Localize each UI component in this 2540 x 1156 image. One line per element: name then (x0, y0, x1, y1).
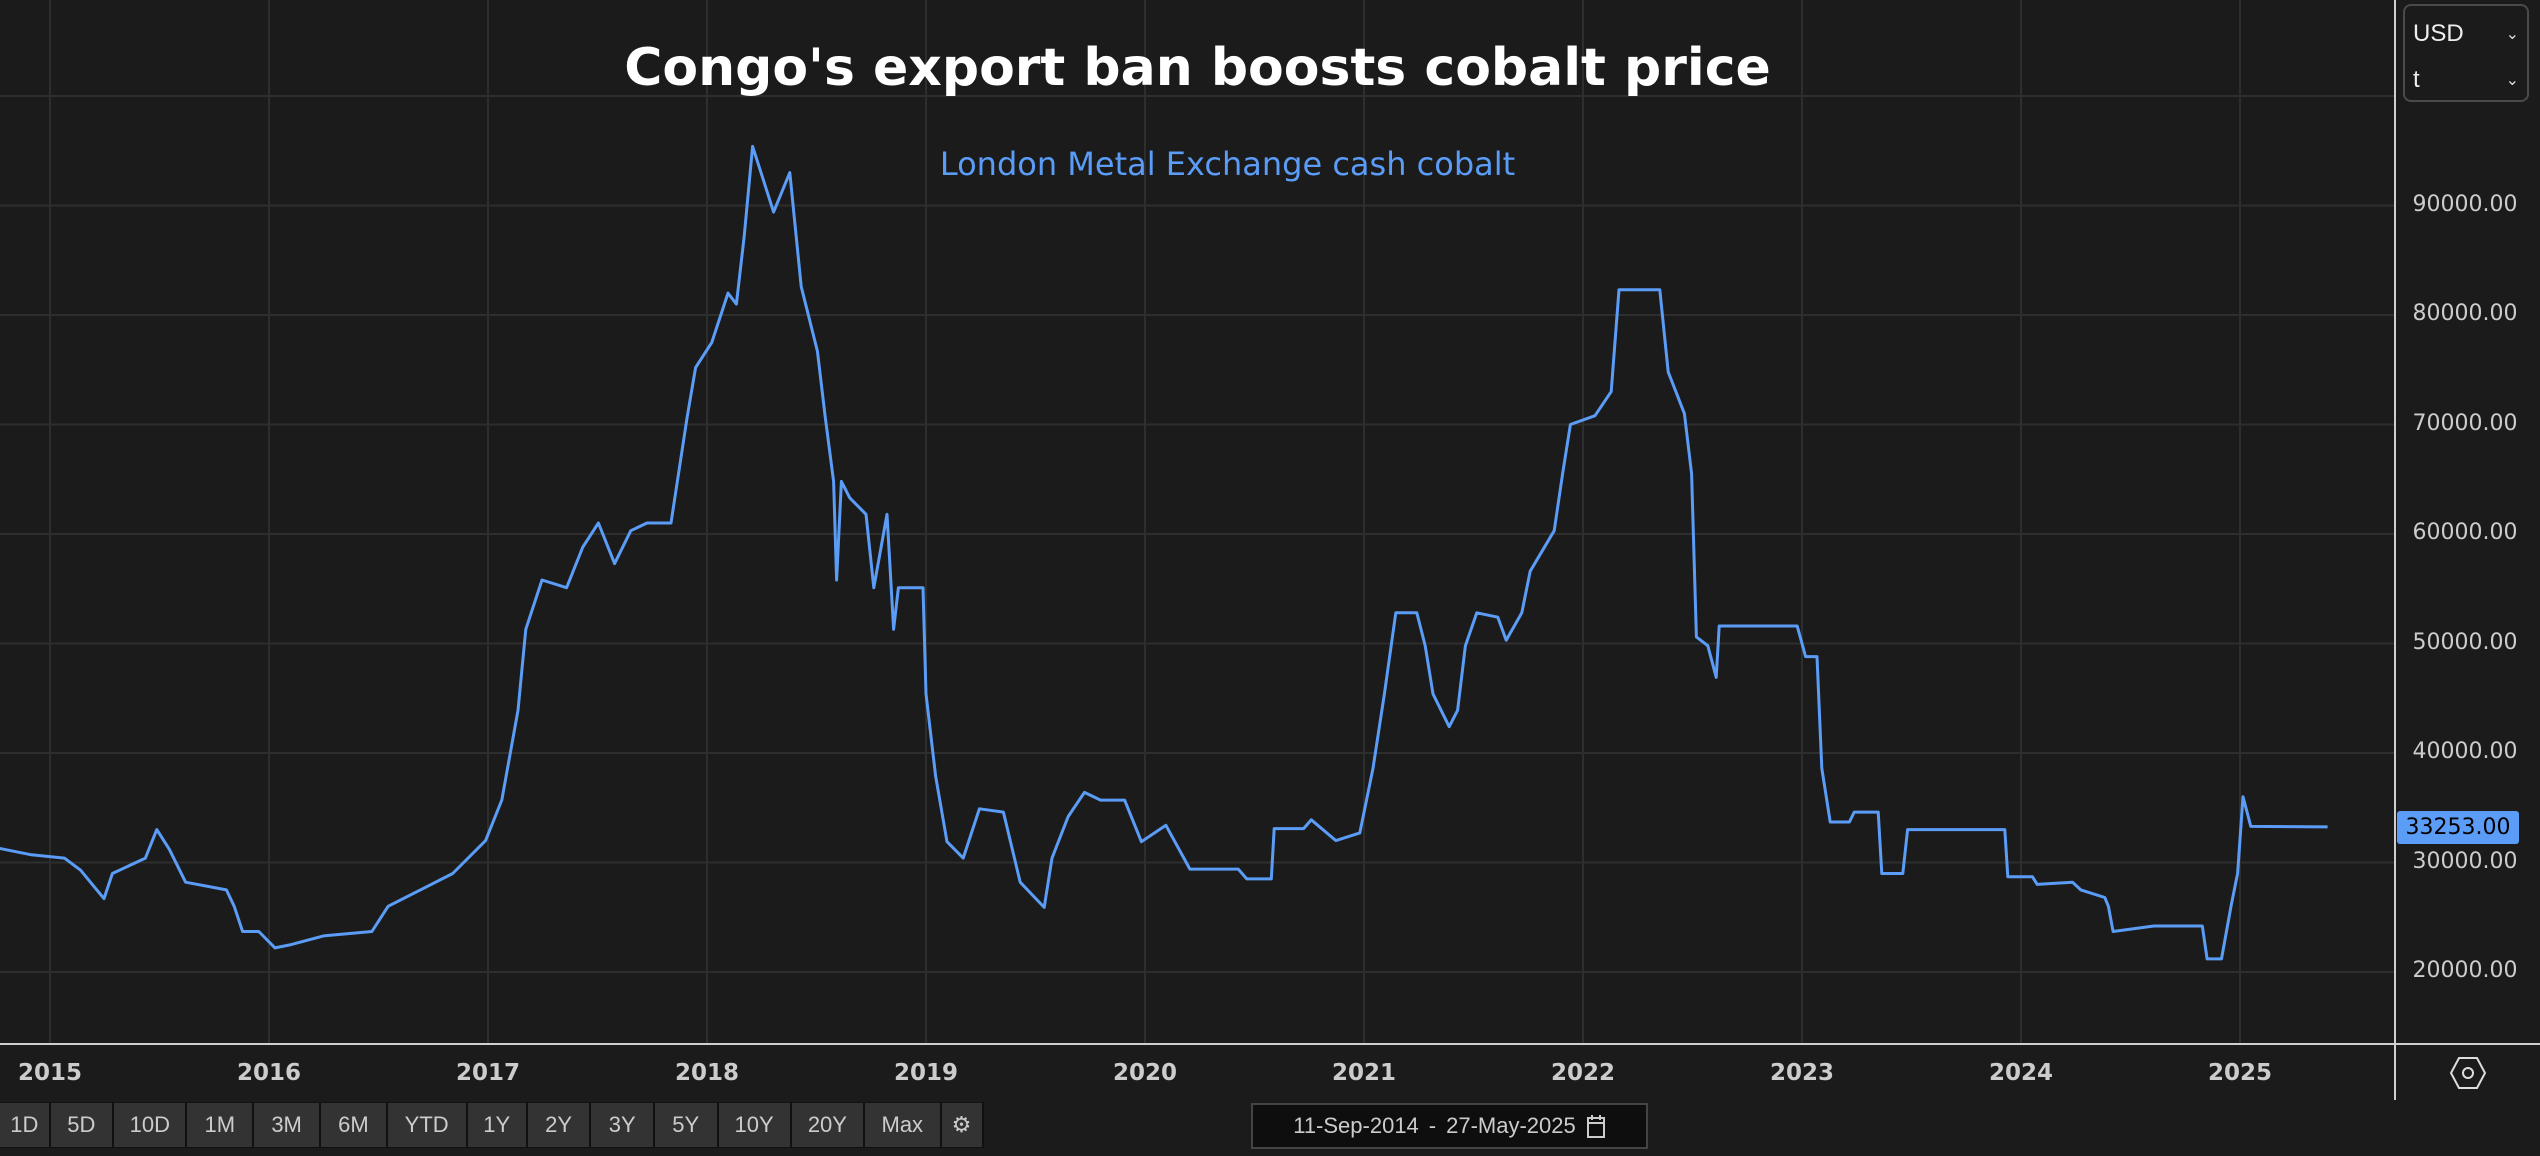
x-tick-label: 2016 (236, 1060, 301, 1086)
range-button-20y[interactable]: 20Y (791, 1103, 864, 1147)
x-tick-label: 2023 (1769, 1060, 1834, 1086)
chart-subtitle: London Metal Exchange cash cobalt (939, 145, 1516, 183)
range-button-ytd[interactable]: YTD (387, 1103, 466, 1147)
range-button-2y[interactable]: 2Y (527, 1103, 590, 1147)
currency-unit-selector: USD ⌄ t ⌄ (2403, 4, 2529, 102)
x-tick-label: 2024 (1988, 1060, 2053, 1086)
x-tick-label: 2015 (17, 1060, 82, 1086)
x-tick-label: 2022 (1550, 1060, 1615, 1086)
y-tick-label: 70000.00 (2412, 410, 2518, 436)
x-tick-label: 2025 (2207, 1060, 2272, 1086)
date-range-end: 27-May-2025 (1446, 1113, 1576, 1138)
range-button-3y[interactable]: 3Y (591, 1103, 653, 1147)
y-tick-label: 40000.00 (2412, 739, 2518, 764)
y-tick-label: 50000.00 (2412, 629, 2518, 655)
hexagon-settings-icon[interactable] (2450, 1056, 2486, 1090)
range-button-10y[interactable]: 10Y (718, 1103, 790, 1147)
last-price-tag: 33253.00 (2397, 811, 2519, 844)
range-button-5y[interactable]: 5Y (654, 1103, 717, 1147)
range-button-3m[interactable]: 3M (254, 1103, 319, 1147)
series-lme-cash-cobalt (0, 144, 2328, 961)
y-tick-label: 60000.00 (2412, 520, 2518, 545)
range-button-10d[interactable]: 10D (114, 1103, 186, 1147)
y-tick-label: 90000.00 (2412, 191, 2518, 217)
unit-select[interactable]: t ⌄ (2413, 60, 2519, 100)
date-range-start: 11-Sep-2014 (1293, 1113, 1419, 1138)
range-button-1m[interactable]: 1M (187, 1103, 253, 1147)
y-tick-label: 20000.00 (2412, 958, 2518, 983)
range-button-6m[interactable]: 6M (321, 1103, 386, 1147)
chevron-down-icon: ⌄ (2505, 72, 2519, 89)
unit-value: t (2413, 66, 2420, 93)
chart-title: Congo's export ban boosts cobalt price (624, 38, 1771, 98)
series-line (0, 144, 2328, 961)
y-tick-label: 30000.00 (2412, 848, 2518, 874)
date-range-picker[interactable]: 11-Sep-2014 - 27-May-2025 (1251, 1103, 1648, 1149)
range-button-max[interactable]: Max (865, 1103, 940, 1147)
calendar-icon[interactable] (1586, 1113, 1606, 1139)
currency-select[interactable]: USD ⌄ (2413, 14, 2519, 54)
chevron-down-icon: ⌄ (2505, 26, 2519, 43)
range-button-5d[interactable]: 5D (50, 1103, 113, 1147)
x-tick-label: 2020 (1112, 1060, 1177, 1086)
currency-value: USD (2413, 20, 2464, 47)
range-button-1d[interactable]: 1D (0, 1103, 49, 1147)
range-button-bar: 1D 5D 10D 1M 3M 6M YTD 1Y 2Y 3Y 5Y 10Y 20Y Max ⚙ (0, 1102, 984, 1148)
x-tick-label: 2019 (893, 1060, 958, 1086)
gear-icon[interactable]: ⚙ (941, 1103, 982, 1147)
x-tick-label: 2017 (455, 1060, 520, 1086)
x-tick-label: 2018 (674, 1060, 739, 1086)
x-tick-label: 2021 (1331, 1060, 1396, 1086)
y-tick-label: 80000.00 (2412, 301, 2518, 326)
grid (0, 0, 2395, 1044)
range-button-1y[interactable]: 1Y (467, 1103, 526, 1147)
date-range-separator: - (1428, 1113, 1437, 1138)
